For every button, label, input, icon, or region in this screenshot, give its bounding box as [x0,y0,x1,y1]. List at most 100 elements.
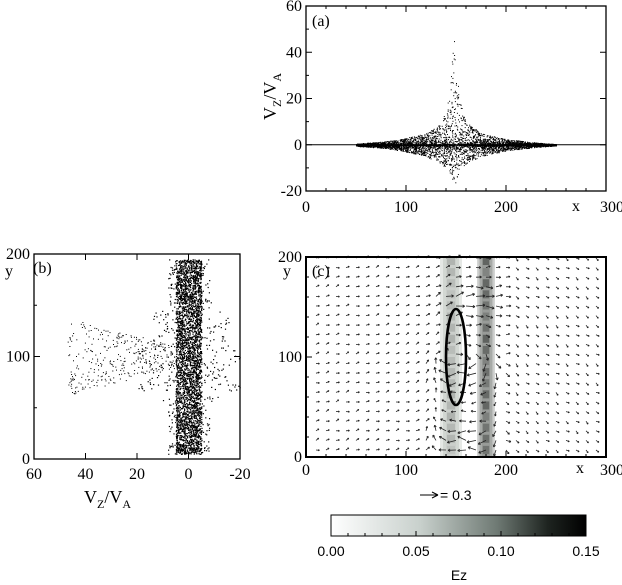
data-point [407,145,408,147]
data-point [372,146,374,148]
data-point [444,119,445,121]
data-point [472,148,474,150]
data-point [460,107,462,109]
data-point [471,149,473,151]
data-point [452,115,454,117]
data-point [433,154,435,156]
data-point [530,147,532,148]
data-point [429,151,431,153]
data-point [497,148,499,150]
data-point [388,147,390,149]
data-point [471,150,473,152]
data-point [426,137,428,139]
data-point [410,141,412,143]
data-point [422,151,424,153]
data-point [511,141,513,143]
data-point [473,141,474,143]
data-point [488,151,490,153]
data-point [485,141,487,143]
data-point [438,138,440,140]
data-point [445,127,447,128]
data-point [456,151,458,153]
data-point [444,160,446,162]
data-point [450,153,452,154]
data-point [438,153,440,155]
data-point [389,148,391,150]
data-point [396,140,398,142]
data-point [409,149,411,151]
data-point [434,131,436,133]
data-point [508,140,510,142]
data-point [462,144,463,146]
data-point [454,132,456,134]
data-point [511,148,512,150]
data-point [536,143,538,145]
data-point [464,157,466,159]
data-point [506,140,508,142]
data-point [511,145,513,147]
data-point [468,139,470,141]
data-point [408,146,410,148]
data-point [472,151,474,153]
data-point [444,139,445,141]
data-point [455,182,457,184]
data-point [463,131,465,133]
data-point [422,141,423,143]
data-point [486,144,488,146]
data-point [448,136,450,138]
data-point [481,147,483,149]
data-point [418,145,420,147]
data-point [478,148,480,150]
data-point [448,128,450,129]
data-point [520,145,521,147]
data-point [435,145,437,147]
data-point [549,144,551,146]
data-point [429,141,431,143]
data-point [413,151,415,153]
data-point [466,155,468,157]
data-point [485,143,487,145]
data-point [465,155,467,157]
data-point [421,152,423,154]
data-point [425,152,427,154]
data-point [382,146,384,148]
data-point [422,137,424,139]
data-point [453,142,454,144]
data-point [441,155,443,157]
data-point [373,144,375,146]
data-point [412,141,414,143]
data-point [454,55,456,56]
data-point [457,163,459,165]
data-point [527,146,529,148]
data-point [466,149,468,151]
data-point [467,135,469,136]
data-point [499,147,501,149]
data-point [525,146,527,148]
data-point [463,153,465,155]
data-point [437,131,439,133]
data-point [478,139,480,140]
data-point [373,145,375,147]
data-point [449,151,451,153]
data-point [460,139,462,141]
data-point [406,150,408,152]
data-point [453,146,455,148]
data-point [420,149,422,150]
data-point [410,144,412,146]
data-point [443,137,445,139]
data-point [500,150,502,152]
data-point [478,145,479,147]
data-point [373,146,375,148]
data-point [429,148,431,150]
data-point [457,137,459,139]
data-point [432,131,434,133]
data-point [443,165,445,167]
data-point [512,148,514,149]
data-point [449,150,451,152]
data-point [533,144,535,146]
data-point [373,143,375,144]
data-point [386,147,388,149]
data-point [421,135,423,137]
data-point [505,141,507,143]
data-point [474,130,476,132]
